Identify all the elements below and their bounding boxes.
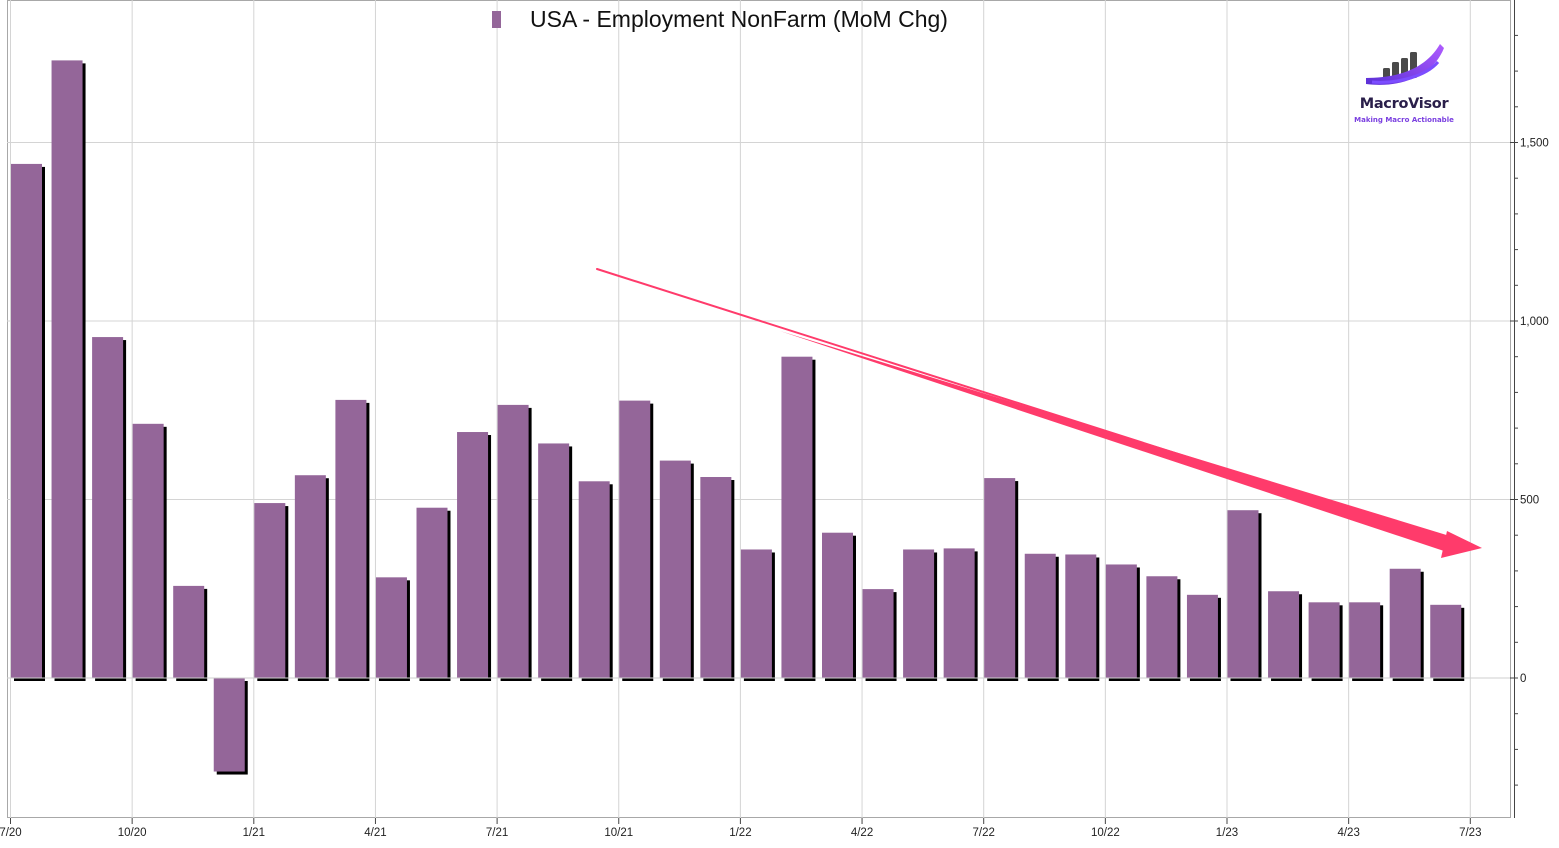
- bar: [254, 503, 286, 678]
- y-tick-label: 1,000: [1520, 316, 1549, 328]
- brand-tagline: Making Macro Actionable: [1354, 116, 1454, 124]
- x-tick-label: 7/22: [973, 827, 995, 839]
- y-tick-label: 0: [1520, 673, 1526, 685]
- bar: [943, 548, 975, 678]
- bar: [700, 477, 732, 678]
- bar: [740, 549, 772, 678]
- bar: [1349, 602, 1381, 678]
- bar: [335, 399, 367, 678]
- y-axis-ticks: 0 500 1,000 1,500: [1510, 34, 1549, 786]
- vertical-gridlines: [10, 0, 1471, 818]
- x-tick-label: 4/22: [851, 827, 873, 839]
- bar: [1308, 602, 1340, 678]
- bar: [213, 678, 245, 772]
- bar: [294, 475, 326, 678]
- legend: USA - Employment NonFarm (MoM Chg): [492, 4, 948, 34]
- bar: [132, 423, 164, 678]
- bar: [11, 163, 42, 679]
- x-tick-label: 7/23: [1459, 827, 1481, 839]
- bar: [1065, 554, 1097, 678]
- bar: [1227, 510, 1259, 678]
- trend-arrow-wedge: [780, 331, 1453, 552]
- legend-swatch: [492, 10, 501, 28]
- bar: [538, 443, 570, 678]
- bar: [51, 60, 83, 678]
- x-tick-label: 4/21: [364, 827, 386, 839]
- x-tick-label: 1/22: [729, 827, 751, 839]
- bar: [781, 356, 813, 678]
- brand-name: MacroVisor: [1359, 96, 1449, 112]
- x-tick-label: 7/20: [0, 827, 22, 839]
- y-tick-label: 1,500: [1520, 138, 1549, 150]
- bar: [1024, 553, 1056, 678]
- x-tick-label: 1/21: [243, 827, 265, 839]
- bar: [578, 481, 610, 678]
- x-tick-label: 10/20: [118, 827, 147, 839]
- bar: [619, 400, 651, 678]
- x-tick-label: 1/23: [1216, 827, 1238, 839]
- trend-arrow-head: [1441, 531, 1482, 558]
- legend-label: USA - Employment NonFarm (MoM Chg): [530, 5, 948, 32]
- bar: [862, 589, 894, 678]
- bar: [1430, 604, 1462, 678]
- rising-bars-logo-icon: [1366, 44, 1444, 85]
- bar: [457, 432, 489, 678]
- bar: [1268, 591, 1300, 678]
- trend-arrow: [596, 268, 1482, 558]
- bar: [375, 577, 407, 678]
- x-tick-label: 7/21: [486, 827, 508, 839]
- bar: [1105, 564, 1137, 678]
- bar: [416, 507, 448, 678]
- x-axis-ticks: 7/20 10/20 1/21 4/21 7/21 10/21 1/22 4/22 7/22 10…: [0, 818, 1481, 839]
- x-tick-label: 10/21: [604, 827, 633, 839]
- brand-logo: MacroVisor Making Macro Actionable: [1352, 38, 1462, 130]
- bar: [1146, 576, 1178, 678]
- y-tick-label: 500: [1520, 495, 1539, 507]
- bar: [903, 549, 935, 678]
- x-tick-label: 10/22: [1091, 827, 1120, 839]
- x-tick-label: 4/23: [1337, 827, 1359, 839]
- bar: [659, 460, 691, 678]
- bar-series: [11, 60, 1465, 775]
- bar: [822, 532, 853, 678]
- bar: [1186, 594, 1218, 678]
- bar: [92, 337, 124, 678]
- bar: [497, 404, 529, 678]
- plot-border: [7, 0, 1511, 818]
- bar: [173, 585, 205, 678]
- bar: [1389, 568, 1421, 678]
- bar: [984, 478, 1016, 678]
